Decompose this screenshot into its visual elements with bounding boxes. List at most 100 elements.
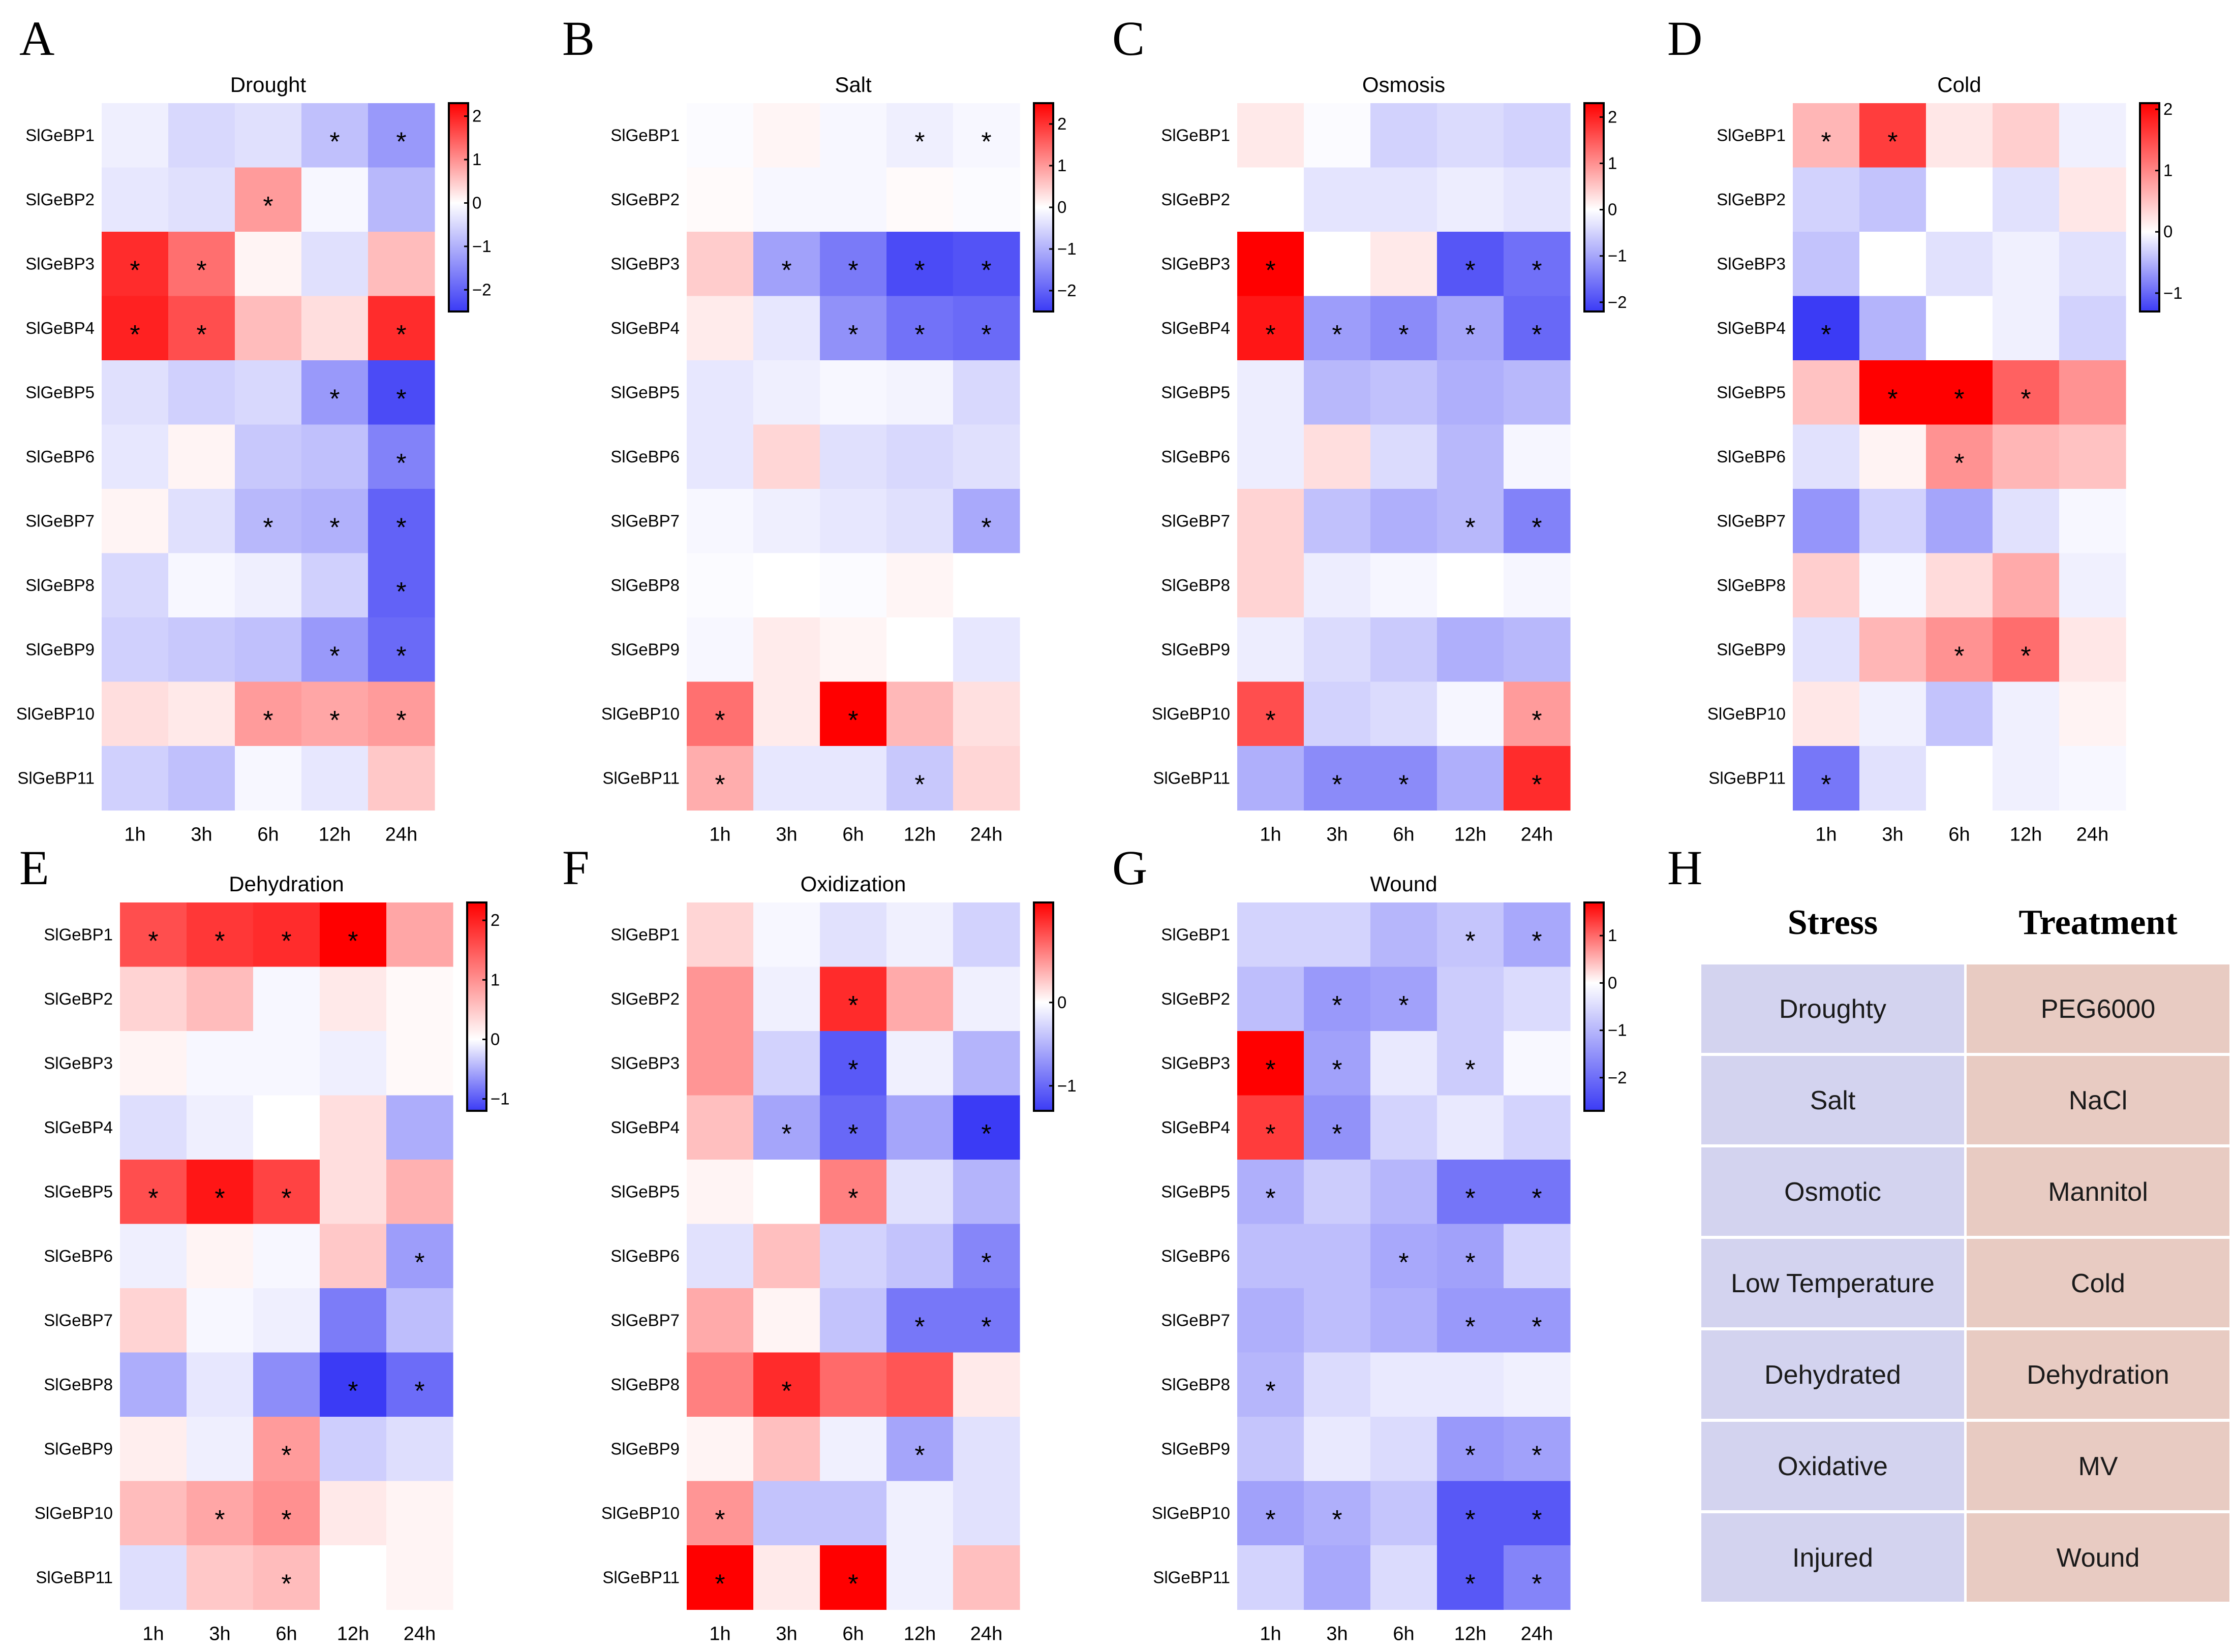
gene-label: SlGeBP2 <box>610 989 680 1008</box>
significance-star: * <box>781 256 791 285</box>
gene-label: SlGeBP1 <box>1717 126 1786 144</box>
significance-star: * <box>215 926 225 956</box>
heatmap-cell <box>953 1288 1020 1353</box>
heatmap-cell <box>301 681 369 746</box>
heatmap-cell <box>1993 617 2060 682</box>
heatmap-panel-g: G Wound SlGeBP1 * * SlGeBP2 * * SlGeBP3 * * * SlGeBP… <box>1112 840 1627 1645</box>
heatmap-cell <box>1793 167 1860 232</box>
time-label: 3h <box>191 824 212 846</box>
heatmap-cell <box>1370 424 1437 489</box>
significance-star: * <box>1332 320 1342 350</box>
heatmap-cell <box>1370 489 1437 554</box>
heatmap-cell <box>1993 746 2060 811</box>
heatmap-cell <box>2059 424 2126 489</box>
heatmap-cell <box>386 967 453 1032</box>
heatmap-cell <box>1304 967 1371 1032</box>
heatmap-cell <box>2059 489 2126 554</box>
treatment-name: PEG6000 <box>2041 994 2156 1024</box>
heatmap-cell <box>253 1160 320 1225</box>
heatmap-cell <box>687 1288 754 1353</box>
heatmap-cell <box>886 1031 954 1096</box>
gene-label: SlGeBP4 <box>610 1118 680 1137</box>
heatmap-cell <box>886 360 954 425</box>
gene-label: SlGeBP3 <box>25 254 95 273</box>
colorbar-tick-label: −2 <box>1608 1068 1627 1087</box>
significance-star: * <box>1532 320 1542 350</box>
colorbar-tick-label: 2 <box>472 107 481 126</box>
heatmap-cell <box>1504 489 1571 554</box>
heatmap-cell <box>168 681 235 746</box>
heatmap-cell <box>235 232 302 297</box>
colorbar-tick-label: 1 <box>1608 926 1617 945</box>
heatmap-cell <box>1304 681 1371 746</box>
heatmap-cell <box>320 1481 387 1546</box>
heatmap-cell <box>1437 1160 1504 1225</box>
heatmap-title: Dehydration <box>229 872 344 896</box>
heatmap-cell <box>820 360 887 425</box>
heatmap-cell <box>1370 1224 1437 1289</box>
heatmap-cell <box>1370 232 1437 297</box>
heatmap-cell <box>386 1352 453 1417</box>
heatmap-cell <box>1370 1417 1437 1482</box>
gene-label: SlGeBP4 <box>610 319 680 337</box>
heatmap-title: Wound <box>1370 872 1437 896</box>
time-label: 3h <box>1882 824 1903 846</box>
gene-label: SlGeBP10 <box>601 1504 680 1522</box>
heatmap-cell <box>1304 553 1371 618</box>
panel-letter: A <box>19 11 54 66</box>
significance-star: * <box>1532 513 1542 542</box>
colorbar-tick-label: 0 <box>1608 200 1617 219</box>
heatmap-cell <box>1504 232 1571 297</box>
heatmap-cell <box>953 1417 1020 1482</box>
heatmap-cell <box>1304 296 1371 361</box>
heatmap-cell <box>820 1481 887 1546</box>
heatmap-cell <box>253 1031 320 1096</box>
time-label: 24h <box>404 1624 436 1645</box>
gene-label: SlGeBP6 <box>610 1246 680 1265</box>
significance-star: * <box>1954 384 1964 414</box>
heatmap-cell <box>687 1545 754 1610</box>
heatmap-cell <box>168 232 235 297</box>
time-label: 24h <box>385 824 417 846</box>
heatmap-cell <box>753 424 820 489</box>
treatment-cell <box>1967 1330 2229 1419</box>
heatmap-cell <box>1859 489 1926 554</box>
heatmap-cell <box>1237 617 1304 682</box>
heatmap-cell <box>235 167 302 232</box>
significance-star: * <box>396 641 406 671</box>
heatmap-cell <box>1304 902 1371 968</box>
heatmap-cell <box>820 296 887 361</box>
treatment-name: MV <box>2078 1452 2118 1481</box>
time-label: 12h <box>1454 824 1486 846</box>
gene-label: SlGeBP2 <box>1161 989 1230 1008</box>
gene-label: SlGeBP8 <box>25 576 95 595</box>
heatmap-cell <box>1304 167 1371 232</box>
heatmap-cell <box>1993 167 2060 232</box>
heatmap-cell <box>320 1095 387 1160</box>
treatment-cell <box>1967 1147 2229 1236</box>
heatmap-cell <box>687 1095 754 1160</box>
significance-star: * <box>1532 1505 1542 1535</box>
colorbar-tick-label: 0 <box>472 193 481 212</box>
heatmap-cell <box>820 1545 887 1610</box>
heatmap-cell <box>1237 553 1304 618</box>
significance-star: * <box>781 1119 791 1149</box>
heatmap-cell <box>1237 1160 1304 1225</box>
colorbar-tick-label: 2 <box>491 911 500 929</box>
heatmap-cell <box>953 232 1020 297</box>
heatmap-cell <box>320 1288 387 1353</box>
gene-label: SlGeBP9 <box>44 1439 113 1458</box>
heatmap-cell <box>187 902 254 968</box>
heatmap-cell <box>753 902 820 968</box>
heatmap-cell <box>301 424 369 489</box>
heatmap-cell <box>253 1288 320 1353</box>
heatmap-cell <box>1304 617 1371 682</box>
significance-star: * <box>1398 770 1409 799</box>
colorbar-tick-label: −2 <box>472 280 492 299</box>
significance-star: * <box>1265 1377 1275 1406</box>
time-label: 6h <box>1393 1624 1414 1645</box>
heatmap-panel-e: E Dehydration SlGeBP1 * * * * SlGeBP2 SlGeBP3 SlG… <box>19 840 510 1645</box>
significance-star: * <box>1265 1505 1275 1535</box>
gene-label: SlGeBP7 <box>44 1311 113 1329</box>
time-label: 12h <box>2010 824 2042 846</box>
